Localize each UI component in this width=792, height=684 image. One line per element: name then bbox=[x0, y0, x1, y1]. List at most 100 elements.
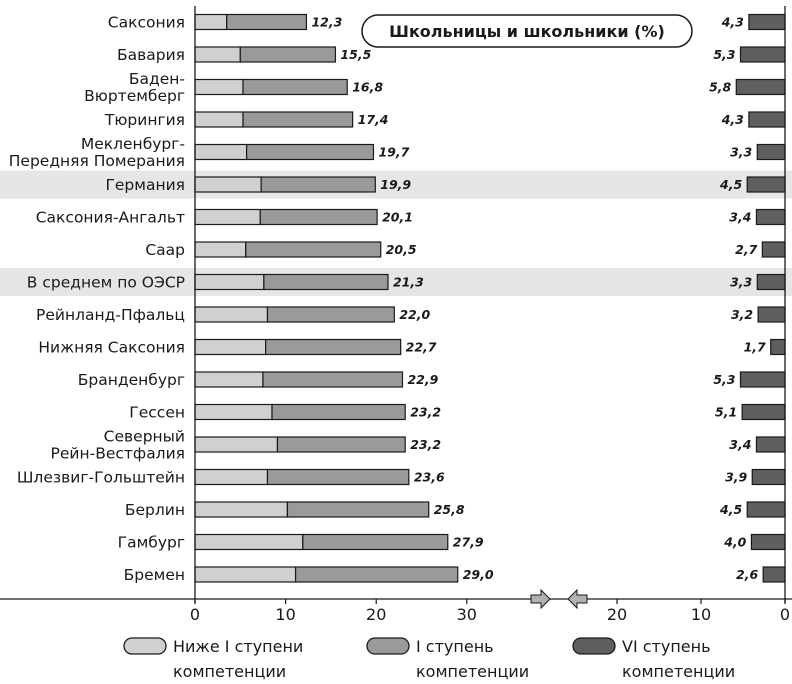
data-label-total: 19,9 bbox=[380, 177, 411, 192]
bar-below-level-1 bbox=[194, 436, 279, 453]
bar-level-6 bbox=[746, 501, 786, 518]
category-label: Баден-Вюртемберг bbox=[84, 70, 185, 105]
highlight-band bbox=[0, 268, 792, 296]
legend: Ниже I ступени компетенции I ступень компет… bbox=[123, 637, 735, 681]
legend-label: I ступень компетенции bbox=[416, 637, 529, 681]
data-label-level-6: 1,7 bbox=[744, 340, 766, 355]
category-label: Бранденбург bbox=[78, 371, 185, 389]
category-label: Саксония-Ангальт bbox=[36, 209, 185, 227]
category-label: Нижняя Саксония bbox=[38, 339, 185, 357]
data-label-level-6: 3,2 bbox=[731, 307, 753, 322]
bar-level-1 bbox=[260, 176, 376, 193]
bar-below-level-1 bbox=[194, 468, 269, 486]
data-label-level-6: 3,4 bbox=[729, 437, 751, 452]
left-axis-tick-label: 20 bbox=[366, 605, 386, 624]
data-label-level-6: 4,0 bbox=[723, 535, 746, 550]
data-label-total: 17,4 bbox=[358, 112, 389, 127]
bar-level-6 bbox=[756, 143, 786, 161]
bar-level-1 bbox=[286, 501, 430, 518]
bar-level-6 bbox=[750, 533, 786, 551]
data-label-level-6: 4,3 bbox=[721, 15, 744, 30]
bar-level-1 bbox=[271, 403, 406, 421]
legend-label: Ниже I ступени компетенции bbox=[173, 637, 303, 681]
bar-below-level-1 bbox=[194, 143, 248, 161]
category-label: В среднем по ОЭСР bbox=[27, 274, 185, 292]
data-label-level-6: 2,7 bbox=[735, 242, 757, 257]
data-label-total: 23,2 bbox=[410, 437, 441, 452]
bar-level-6 bbox=[735, 78, 786, 96]
data-label-level-6: 5,3 bbox=[713, 47, 735, 62]
title-box bbox=[361, 14, 693, 48]
left-axis-tick-label: 10 bbox=[275, 605, 295, 624]
bar-level-1 bbox=[266, 306, 395, 323]
bar-below-level-1 bbox=[194, 338, 267, 356]
legend-label: VI ступень компетенции bbox=[622, 637, 735, 681]
data-label-total: 23,2 bbox=[410, 405, 441, 420]
data-label-total: 21,3 bbox=[393, 275, 424, 290]
value-labels: 12,3 4,3 15,5 5,3 16,8 5,8 17,4 4,3 19,7 3,3 19,9 4… bbox=[311, 15, 766, 583]
data-label-total: 22,0 bbox=[399, 307, 430, 322]
bar-level-1 bbox=[302, 533, 449, 551]
bar-below-level-1 bbox=[194, 371, 264, 388]
bar-level-1 bbox=[242, 111, 354, 128]
category-label: Бавария bbox=[117, 46, 185, 64]
data-label-level-6: 2,6 bbox=[736, 567, 758, 582]
bar-below-level-1 bbox=[194, 78, 244, 96]
bar-level-1 bbox=[259, 208, 378, 226]
right-axis-tick-label: 10 bbox=[691, 605, 711, 624]
category-label: Саксония bbox=[108, 14, 185, 32]
bars bbox=[194, 13, 786, 583]
bar-level-1 bbox=[294, 566, 459, 583]
bar-level-1 bbox=[263, 273, 389, 291]
category-label: Бремен bbox=[124, 566, 185, 584]
arrow-right-icon bbox=[530, 588, 551, 610]
legend-swatch bbox=[572, 637, 616, 655]
bar-level-6 bbox=[739, 371, 786, 388]
bar-level-1 bbox=[239, 46, 337, 63]
data-label-total: 22,7 bbox=[406, 340, 437, 355]
data-label-level-6: 5,3 bbox=[713, 372, 735, 387]
axes: 0 10 20 30 0 10 20 bbox=[0, 6, 792, 624]
bar-below-level-1 bbox=[194, 208, 261, 226]
left-axis-tick-label: 0 bbox=[190, 605, 200, 624]
chart-title-box: Школьницы и школьники (%) bbox=[361, 14, 693, 48]
bar-level-1 bbox=[265, 338, 402, 356]
data-label-level-6: 4,5 bbox=[719, 177, 742, 192]
data-label-level-6: 4,5 bbox=[719, 502, 742, 517]
bar-level-1 bbox=[266, 468, 410, 486]
bar-level-6 bbox=[741, 403, 786, 421]
legend-swatch bbox=[123, 637, 167, 655]
axis-direction-arrows bbox=[530, 588, 588, 610]
bar-level-6 bbox=[751, 468, 786, 486]
bar-level-6 bbox=[748, 13, 786, 31]
left-axis-tick-label: 30 bbox=[457, 605, 477, 624]
highlight-band bbox=[0, 170, 792, 199]
bar-below-level-1 bbox=[194, 533, 304, 551]
data-label-level-6: 3,3 bbox=[730, 145, 752, 160]
bar-level-6 bbox=[755, 436, 786, 453]
category-label: Саар bbox=[145, 241, 185, 259]
data-label-total: 25,8 bbox=[434, 502, 465, 517]
category-label: Шлезвиг-Гольштейн bbox=[17, 469, 185, 487]
bar-below-level-1 bbox=[194, 176, 262, 193]
bar-level-6 bbox=[748, 111, 786, 128]
bar-below-level-1 bbox=[194, 46, 241, 63]
category-label: Северный Рейн-Вестфалия bbox=[51, 428, 185, 463]
bar-level-1 bbox=[226, 13, 308, 31]
data-label-level-6: 3,9 bbox=[725, 470, 747, 485]
bar-below-level-1 bbox=[194, 501, 289, 518]
data-label-total: 12,3 bbox=[311, 15, 342, 30]
data-label-total: 20,5 bbox=[386, 242, 417, 257]
data-label-level-6: 4,3 bbox=[721, 112, 744, 127]
highlight-bands bbox=[0, 170, 792, 296]
category-label: Гессен bbox=[129, 404, 185, 422]
data-label-level-6: 3,4 bbox=[729, 210, 751, 225]
bar-below-level-1 bbox=[194, 306, 269, 323]
bar-below-level-1 bbox=[194, 111, 244, 128]
right-axis-tick-label: 0 bbox=[780, 605, 790, 624]
category-label: Рейнланд-Пфальц bbox=[36, 306, 185, 324]
data-label-total: 29,0 bbox=[463, 567, 494, 582]
bar-level-1 bbox=[246, 143, 375, 161]
data-label-level-6: 5,1 bbox=[715, 405, 737, 420]
